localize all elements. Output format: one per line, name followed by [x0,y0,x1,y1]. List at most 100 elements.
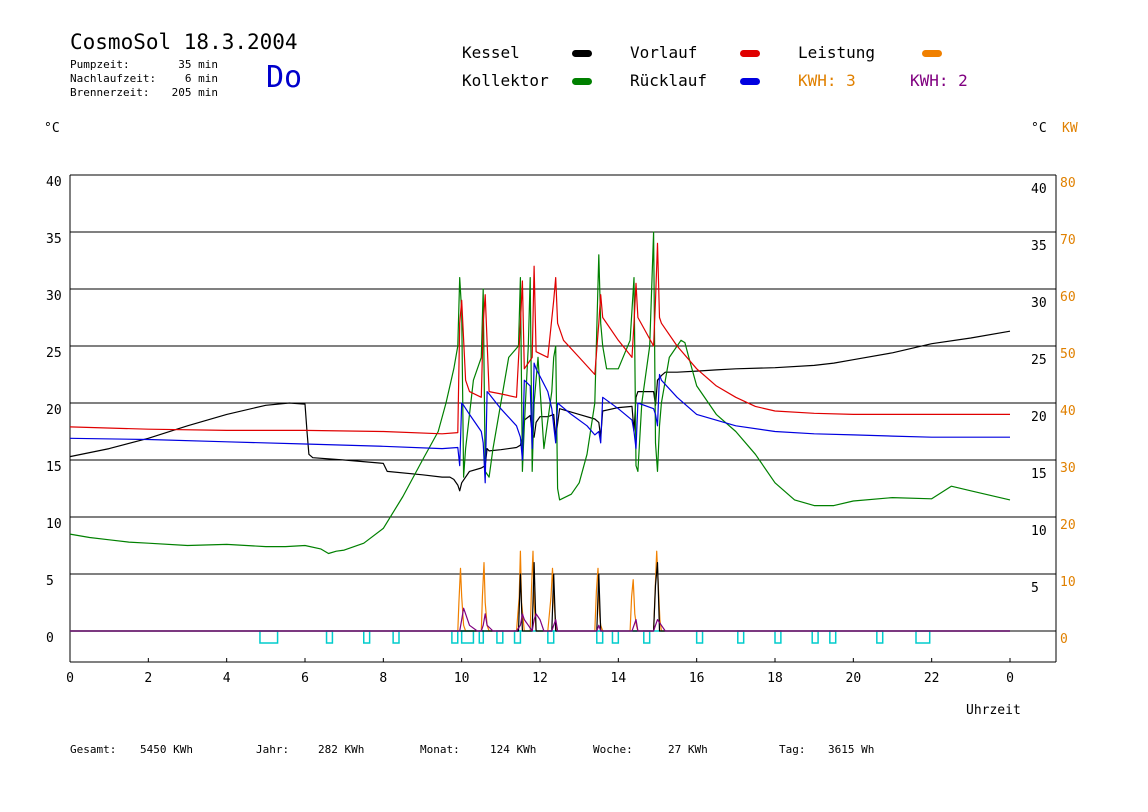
pump-marker [451,630,459,644]
x-tick-label: 14 [611,671,627,686]
y-tick-kw: 20 [1060,518,1076,533]
y-tick-left: 25 [46,346,62,361]
x-tick-label: 18 [767,671,783,686]
pump-marker [478,630,485,644]
pump-marker [611,630,620,644]
y-tick-left: 40 [46,175,62,190]
y-tick-right: 25 [1031,353,1047,368]
footer-gesamt-label: Gesamt: [70,743,117,756]
x-tick-label: 2 [144,671,152,686]
pump-marker [829,630,837,644]
pump-marker [460,630,475,644]
pumpzeit-label: Pumpzeit: [70,58,130,71]
legend-kessel-swatch [572,50,592,57]
weekday-label: Do [266,60,303,95]
series-layer [69,231,1011,632]
y-tick-left: 30 [46,289,62,304]
x-tick-label: 8 [379,671,387,686]
x-tick-label: 4 [223,671,231,686]
y-tick-kw: 40 [1060,404,1076,419]
nachlaufzeit-value: 6 min [184,72,218,85]
footer-jahr-label: Jahr: [256,743,290,756]
y-tick-right: 30 [1031,296,1047,311]
footer-monat-value: 124 KWh [490,743,537,756]
x-tick-label: 10 [454,671,470,686]
series-kessel [69,330,1011,492]
pump-marker [547,630,555,644]
y-tick-right: 10 [1031,524,1047,539]
y-tick-left: 35 [46,232,62,247]
legend-kollektor-label: Kollektor [462,71,549,90]
x-tick-label: 6 [301,671,309,686]
series-r-cklauf [69,362,1010,484]
pump-marker-layer [70,630,1056,644]
y-tick-right: 20 [1031,410,1047,425]
nachlaufzeit-label: Nachlaufzeit: [70,72,157,85]
x-tick-label: 20 [846,671,862,686]
legend-kwh-kessel: KWH: 2 [910,71,968,90]
legend-leistung-swatch [922,50,942,57]
pump-marker [496,630,504,644]
y-tick-kw: 10 [1060,575,1076,590]
y-tick-kw: 0 [1060,632,1068,647]
pump-marker [392,630,400,644]
pump-marker [774,630,782,644]
legend-vorlauf-swatch [740,50,760,57]
footer-tag-value: 3615 Wh [828,743,875,756]
pump-marker [363,630,371,644]
brennerzeit-label: Brennerzeit: [70,86,150,99]
footer-woche-label: Woche: [593,743,633,756]
legend-ruecklauf-swatch [740,78,760,85]
pump-marker [695,630,704,644]
x-tick-label: 0 [1006,671,1014,686]
grid-layer [69,174,1057,663]
y-tick-left: 10 [46,517,62,532]
pump-marker [737,630,745,644]
legend-vorlauf-label: Vorlauf [630,43,698,62]
y-tick-kw: 60 [1060,290,1076,305]
legend-leistung-label: Leistung [798,43,876,62]
footer-jahr-value: 282 KWh [318,743,365,756]
right-axis-unit-kw: KW [1062,121,1078,136]
series-leistung-kessel [70,561,1010,632]
legend-ruecklauf-label: Rücklauf [630,71,708,90]
y-tick-kw: 80 [1060,176,1076,191]
x-tick-label: 12 [532,671,548,686]
legend-kwh-solar: KWH: 3 [798,71,856,90]
y-tick-right: 5 [1031,581,1039,596]
chart-title: CosmoSol 18.3.2004 [70,30,298,54]
legend-kollektor-swatch [572,78,592,85]
y-tick-kw: 30 [1060,461,1076,476]
x-tick-label: 22 [924,671,940,686]
pump-marker [876,630,884,644]
series-vorlauf [69,242,1010,435]
x-tick-label: 16 [689,671,705,686]
pump-marker [811,630,819,644]
series-r-cklauf-leistung [70,607,1010,632]
pump-marker [596,630,604,644]
pump-marker [325,630,334,644]
brennerzeit-value: 205 min [171,86,218,99]
right-axis-unit: °C [1031,121,1047,136]
pump-marker [643,630,651,644]
y-tick-left: 5 [46,574,54,589]
x-axis-title: Uhrzeit [966,703,1021,718]
pump-marker [915,630,931,644]
footer-monat-label: Monat: [420,743,460,756]
y-tick-right: 40 [1031,182,1047,197]
ticks-layer: 0510152025303540510152025303540010203040… [46,175,1076,686]
y-tick-right: 35 [1031,239,1047,254]
left-axis-unit: °C [44,121,60,136]
y-tick-left: 15 [46,460,62,475]
y-tick-left: 20 [46,403,62,418]
pump-marker [513,630,522,644]
x-tick-label: 0 [66,671,74,686]
footer-tag-label: Tag: [779,743,806,756]
footer-woche-value: 27 KWh [668,743,708,756]
legend-kessel-label: Kessel [462,43,520,62]
y-tick-kw: 70 [1060,233,1076,248]
series-kollektor [69,231,1011,555]
y-tick-right: 15 [1031,467,1047,482]
y-tick-left: 0 [46,631,54,646]
